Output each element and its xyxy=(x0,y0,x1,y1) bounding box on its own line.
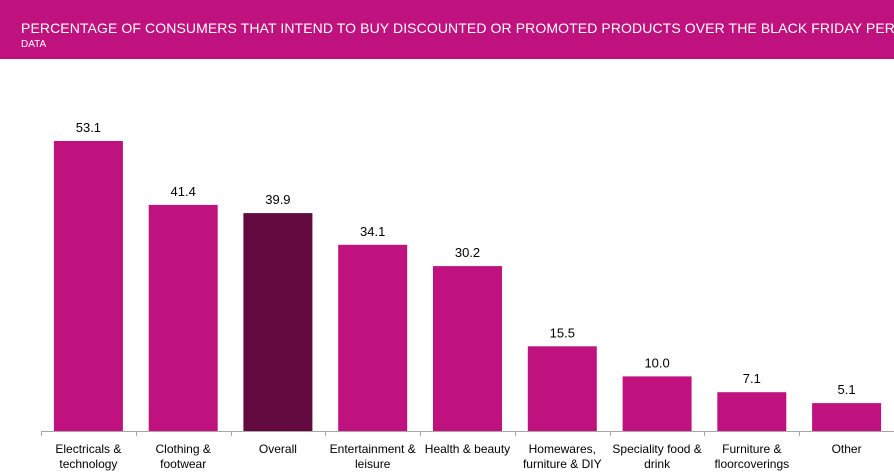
data-label: 5.1 xyxy=(838,382,856,397)
x-tick-label-line: drink xyxy=(644,457,671,471)
bar xyxy=(528,346,597,431)
bar xyxy=(433,266,502,431)
x-tick-label: Overall xyxy=(259,442,297,456)
x-tick-label-line: Clothing & xyxy=(156,442,211,456)
data-label: 34.1 xyxy=(360,224,385,239)
x-tick-label-line: leisure xyxy=(355,457,391,471)
x-tick-label-line: Homewares, xyxy=(529,442,596,456)
x-tick-label-line: footwear xyxy=(160,457,206,471)
bar xyxy=(338,245,407,431)
bar xyxy=(623,376,692,431)
bar-chart: 53.1 Electricals & technology 41.4 Clothing … xyxy=(0,0,894,476)
bar-overall xyxy=(243,213,312,431)
x-tick-label: Entertainment & leisure xyxy=(330,442,416,471)
x-tick-label-line: Other xyxy=(832,442,862,456)
data-label: 41.4 xyxy=(171,184,196,199)
x-tick-label: Speciality food & drink xyxy=(612,442,701,471)
x-tick-label-line: Speciality food & xyxy=(612,442,701,456)
x-tick-label-line: Overall xyxy=(259,442,297,456)
x-tick-label: Other xyxy=(832,442,862,456)
data-label: 53.1 xyxy=(76,120,101,135)
x-tick-label-line: technology xyxy=(59,457,117,471)
data-label: 10.0 xyxy=(644,355,669,370)
x-tick-label: Electricals & technology xyxy=(55,442,121,471)
bar xyxy=(54,141,123,431)
x-tick-label-line: Entertainment & xyxy=(330,442,416,456)
data-label: 39.9 xyxy=(265,192,290,207)
x-tick-label-line: furniture & DIY xyxy=(523,457,602,471)
x-tick-label: Clothing & footwear xyxy=(156,442,211,471)
data-label: 7.1 xyxy=(743,371,761,386)
x-tick-label-line: Electricals & xyxy=(55,442,121,456)
bar xyxy=(149,205,218,431)
x-tick-label: Furniture & floorcoverings xyxy=(714,442,789,471)
x-tick-label: Health & beauty xyxy=(425,442,510,456)
x-tick-label-line: floorcoverings xyxy=(714,457,789,471)
data-label: 15.5 xyxy=(550,325,575,340)
bar xyxy=(717,392,786,431)
x-tick-label: Homewares, furniture & DIY xyxy=(523,442,602,471)
x-tick-label-line: Health & beauty xyxy=(425,442,510,456)
x-tick-label-line: Furniture & xyxy=(722,442,781,456)
bar xyxy=(812,403,881,431)
data-label: 30.2 xyxy=(455,245,480,260)
